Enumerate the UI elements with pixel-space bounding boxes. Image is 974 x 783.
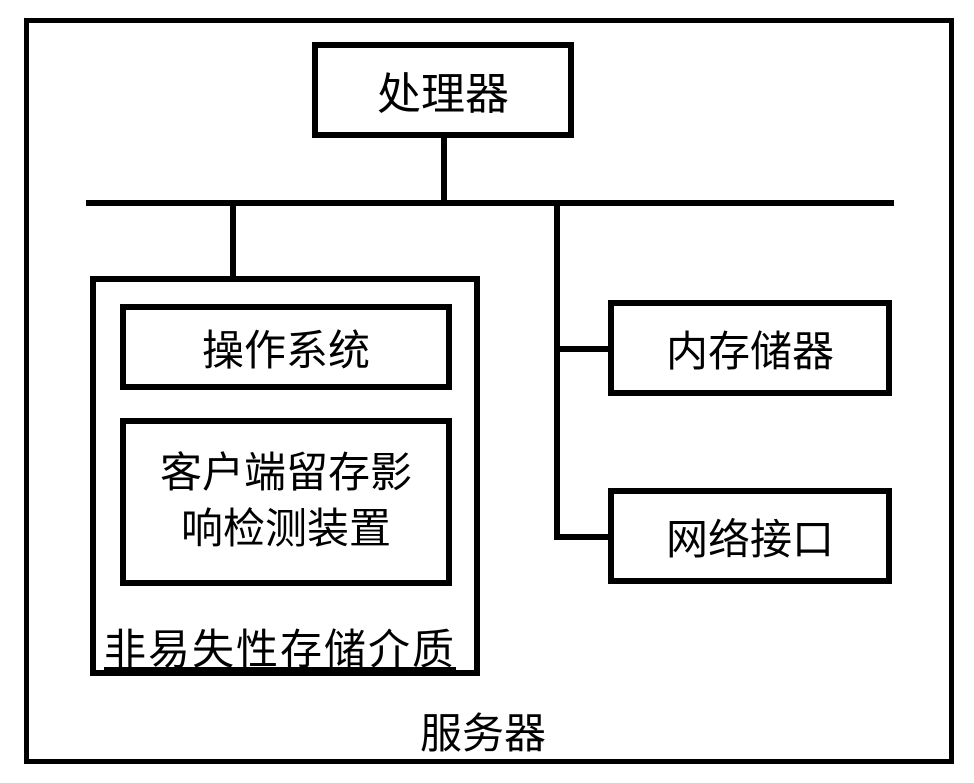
storage-caption: 非易失性存储介质 xyxy=(104,616,456,677)
os-node: 操作系统 xyxy=(120,304,452,390)
edge-bus-to-storage xyxy=(230,200,236,276)
server-caption: 服务器 xyxy=(420,700,546,761)
edge-to-netif xyxy=(554,534,608,540)
detector-label: 客户端留存影 响检测装置 xyxy=(160,446,412,558)
processor-label: 处理器 xyxy=(377,58,509,122)
detector-node: 客户端留存影 响检测装置 xyxy=(120,418,452,586)
processor-node: 处理器 xyxy=(312,42,574,138)
memory-node: 内存储器 xyxy=(608,300,892,396)
edge-to-memory xyxy=(554,346,608,352)
edge-right-stem xyxy=(554,200,560,540)
edge-processor-down xyxy=(441,138,447,200)
diagram-canvas: 服务器 处理器 非易失性存储介质 操作系统 客户端留存影 响检测装置 内存储器 … xyxy=(0,0,974,783)
os-label: 操作系统 xyxy=(202,317,370,378)
memory-label: 内存储器 xyxy=(666,318,834,379)
edge-bus xyxy=(86,200,894,206)
netif-node: 网络接口 xyxy=(608,488,892,584)
netif-label: 网络接口 xyxy=(666,506,834,567)
